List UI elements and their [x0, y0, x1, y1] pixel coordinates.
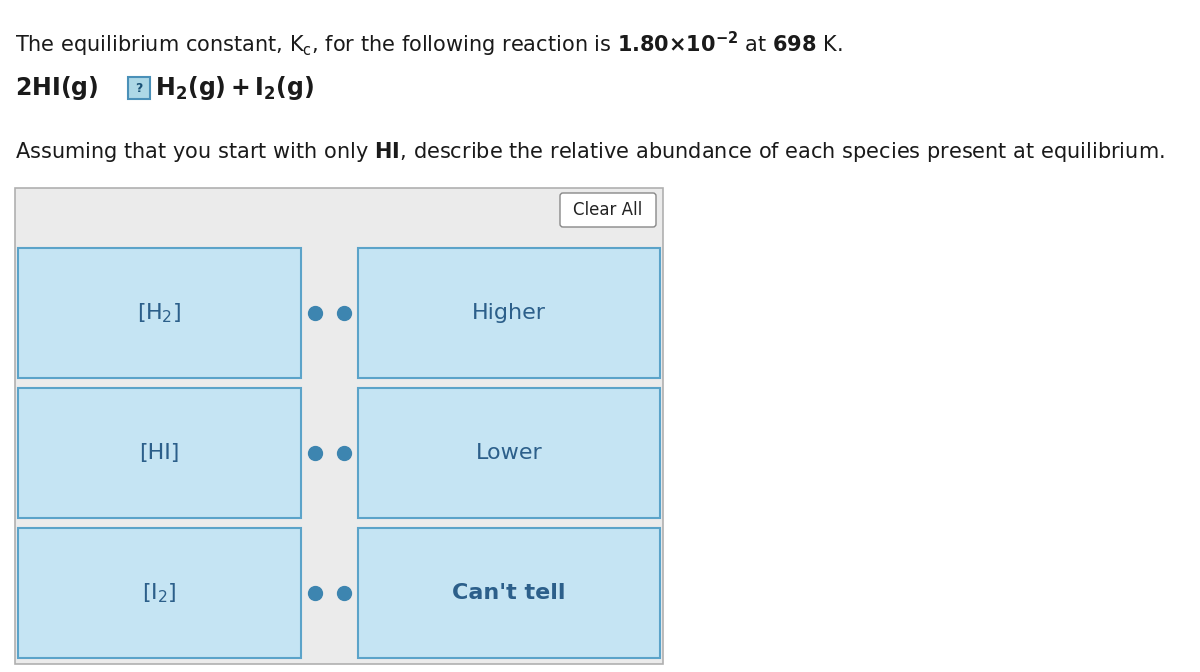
FancyBboxPatch shape: [14, 188, 662, 664]
Text: $\mathbf{2HI(g)}$: $\mathbf{2HI(g)}$: [14, 74, 98, 102]
Text: Assuming that you start with only $\mathbf{HI}$, describe the relative abundance: Assuming that you start with only $\math…: [14, 140, 1165, 164]
Text: Higher: Higher: [472, 303, 546, 323]
FancyBboxPatch shape: [18, 388, 301, 518]
Text: The equilibrium constant, K$_\mathrm{c}$, for the following reaction is $\mathbf: The equilibrium constant, K$_\mathrm{c}$…: [14, 30, 842, 59]
FancyBboxPatch shape: [358, 388, 660, 518]
FancyBboxPatch shape: [18, 248, 301, 378]
Text: ?: ?: [136, 81, 143, 95]
FancyBboxPatch shape: [358, 248, 660, 378]
Text: [I$_2$]: [I$_2$]: [142, 581, 176, 605]
FancyBboxPatch shape: [358, 528, 660, 658]
Text: Clear All: Clear All: [574, 201, 643, 219]
Text: [HI]: [HI]: [139, 443, 180, 463]
Text: [H$_2$]: [H$_2$]: [137, 301, 181, 325]
FancyBboxPatch shape: [128, 77, 150, 99]
Text: Lower: Lower: [475, 443, 542, 463]
Text: $\mathbf{H_2(g) + I_2(g)}$: $\mathbf{H_2(g) + I_2(g)}$: [155, 74, 314, 102]
Text: Can't tell: Can't tell: [452, 583, 565, 603]
FancyBboxPatch shape: [18, 528, 301, 658]
FancyBboxPatch shape: [560, 193, 656, 227]
